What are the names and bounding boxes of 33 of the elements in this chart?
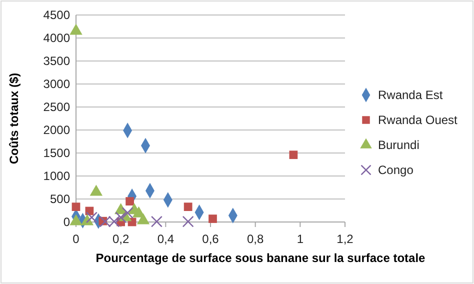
y-tick-label: 500 <box>50 192 70 206</box>
y-axis-title: Coûts totaux ($) <box>7 72 21 164</box>
y-tick-label: 0 <box>63 214 70 229</box>
point <box>126 197 134 206</box>
x-tick-label: 0,2 <box>112 232 130 246</box>
y-tick-label: 2000 <box>43 122 70 137</box>
legend-label: Burundi <box>378 138 420 152</box>
x-tick-label: 0 <box>72 232 80 246</box>
x-tick-label: 0,8 <box>246 232 264 246</box>
y-tick-label: 3500 <box>43 54 70 68</box>
point <box>150 216 162 228</box>
legend-label: Rwanda Est <box>378 88 444 102</box>
legend-label: Congo <box>378 163 414 177</box>
point <box>182 216 194 228</box>
y-tick-label: 4500 <box>43 8 70 22</box>
y-tick-label: 2500 <box>43 100 70 114</box>
y-tick-label: 1500 <box>43 146 70 160</box>
y-tick-label: 4000 <box>43 30 70 45</box>
x-axis-title: Pourcentage de surface sous banane sur la surface totale <box>96 251 426 265</box>
point <box>184 202 192 212</box>
point <box>86 212 98 224</box>
point <box>208 214 217 223</box>
x-tick-label: 1 <box>296 232 304 246</box>
point <box>115 212 127 224</box>
point <box>122 207 134 219</box>
point <box>289 150 298 160</box>
x-tick-label: 0,6 <box>202 232 220 246</box>
x-tick-label: 1,2 <box>336 232 354 246</box>
y-tick-label: 3000 <box>43 76 70 91</box>
point <box>72 202 80 212</box>
y-tick-label: 1000 <box>43 168 70 183</box>
legend-label: Rwanda Ouest <box>378 113 458 127</box>
x-tick-label: 0,4 <box>157 232 174 246</box>
